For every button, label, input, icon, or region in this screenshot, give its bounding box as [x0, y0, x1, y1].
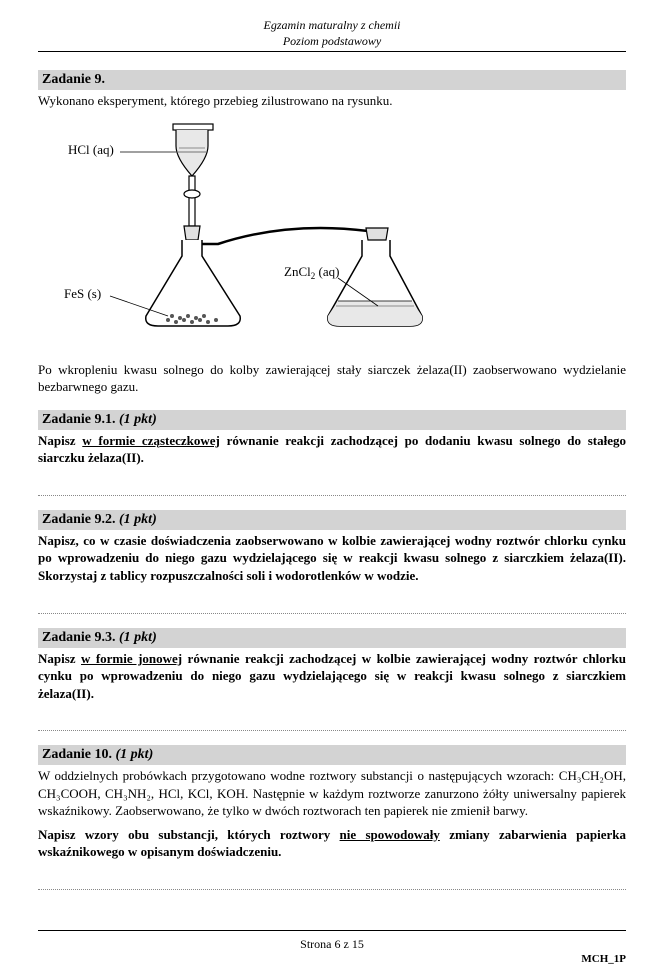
task93-heading-text: Zadanie 9.3.: [42, 630, 116, 645]
task91-heading-text: Zadanie 9.1.: [42, 412, 116, 427]
task9-heading: Zadanie 9.: [38, 70, 626, 90]
task92-heading: Zadanie 9.2. (1 pkt): [38, 510, 626, 530]
task91-text-a: Napisz: [38, 433, 82, 448]
header-line1: Egzamin maturalny z chemii: [38, 18, 626, 34]
task93-text: Napisz w formie jonowej równanie reakcji…: [38, 650, 626, 703]
answer-line: [38, 875, 626, 890]
task9-after: Po wkropleniu kwasu solnego do kolby zaw…: [38, 361, 626, 396]
task10-pts: (1 pkt): [116, 747, 154, 762]
task9-heading-text: Zadanie 9.: [42, 72, 105, 87]
task91-pts: (1 pkt): [119, 412, 157, 427]
task93-text-u: w formie jonowej: [81, 651, 182, 666]
task91-text: Napisz w formie cząsteczkowej równanie r…: [38, 432, 626, 467]
task93-heading: Zadanie 9.3. (1 pkt): [38, 628, 626, 648]
task91-text-u: w formie cząsteczkowej: [82, 433, 220, 448]
task93-text-a: Napisz: [38, 651, 81, 666]
task91-heading: Zadanie 9.1. (1 pkt): [38, 410, 626, 430]
label-zncl2: ZnCl2 (aq): [284, 264, 339, 281]
answer-line: [38, 481, 626, 496]
task10-heading-text: Zadanie 10.: [42, 747, 112, 762]
task10-text2: Napisz wzory obu substancji, których roz…: [38, 826, 626, 861]
task9-intro: Wykonano eksperyment, którego przebieg z…: [38, 92, 626, 110]
task10-text2-u: nie spowodowały: [340, 827, 440, 842]
answer-line: [38, 716, 626, 731]
task92-heading-text: Zadanie 9.2.: [42, 512, 116, 527]
answer-line: [38, 599, 626, 614]
page-footer: Strona 6 z 15 MCH_1P: [38, 930, 626, 952]
experiment-diagram: HCl (aq) FeS (s) ZnCl2 (aq): [38, 116, 626, 351]
task92-pts: (1 pkt): [119, 512, 157, 527]
footer-page: Strona 6 z 15: [300, 937, 364, 951]
label-fes: FeS (s): [64, 286, 101, 301]
task10-heading: Zadanie 10. (1 pkt): [38, 745, 626, 765]
footer-code: MCH_1P: [581, 953, 626, 965]
task92-text: Napisz, co w czasie doświadczenia zaobse…: [38, 532, 626, 585]
task93-pts: (1 pkt): [119, 630, 157, 645]
page-header: Egzamin maturalny z chemii Poziom podsta…: [38, 18, 626, 52]
task10-text1: W oddzielnych probówkach przygotowano wo…: [38, 767, 626, 820]
header-line2: Poziom podstawowy: [38, 34, 626, 50]
task10-text2-a: Napisz wzory obu substancji, których roz…: [38, 827, 340, 842]
label-hcl: HCl (aq): [68, 142, 114, 157]
